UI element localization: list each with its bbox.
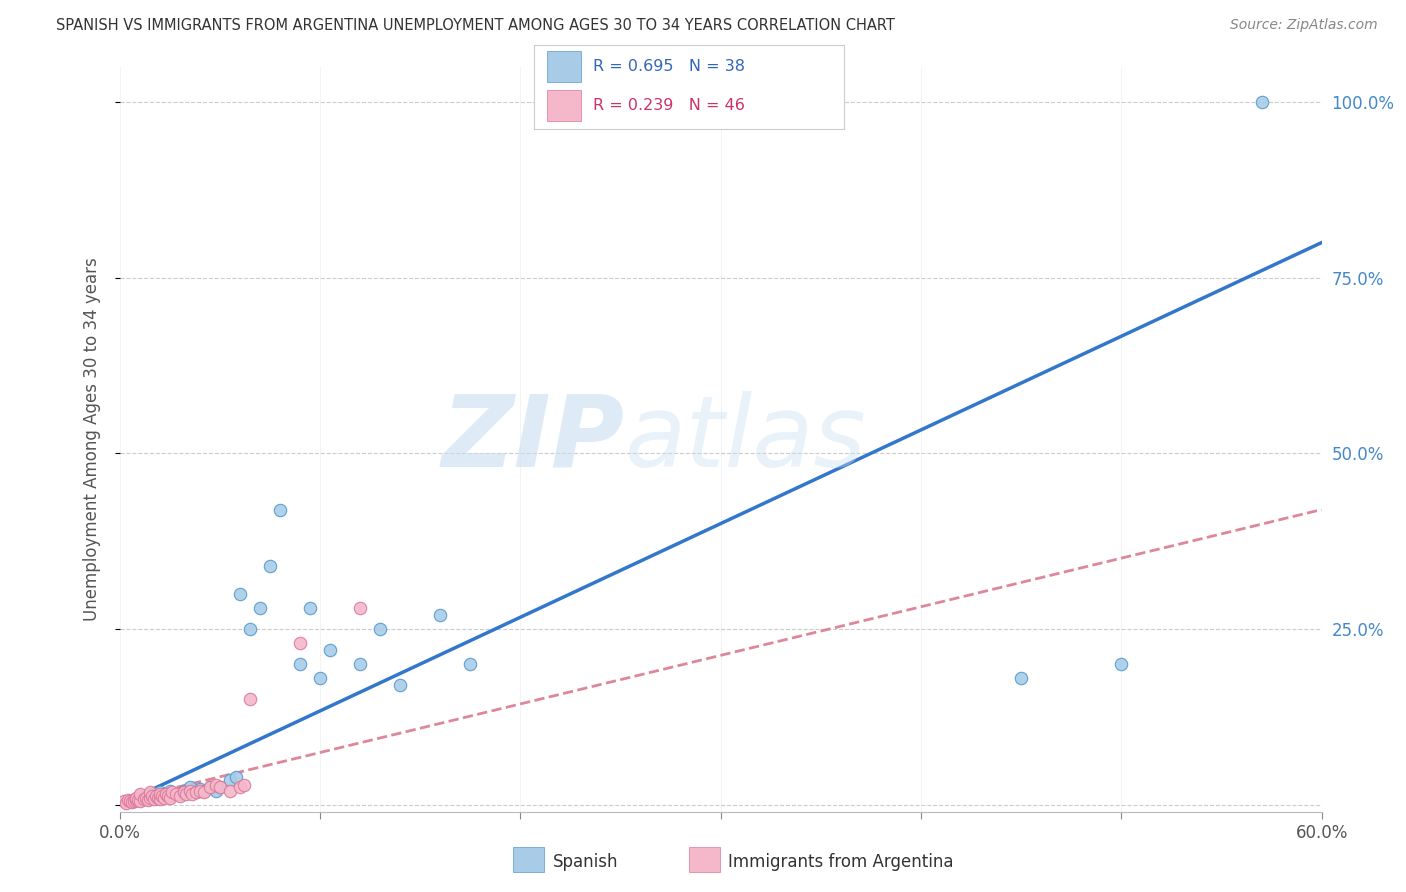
Point — [218, 783, 240, 797]
Point — [124, 793, 146, 807]
FancyBboxPatch shape — [547, 90, 581, 120]
Point — [174, 787, 197, 801]
Text: R = 0.695   N = 38: R = 0.695 N = 38 — [593, 59, 745, 74]
Point — [173, 785, 195, 799]
Point — [204, 783, 226, 797]
Point — [138, 790, 160, 805]
Point — [184, 785, 207, 799]
Point — [149, 792, 172, 806]
Point — [142, 792, 165, 806]
Text: ZIP: ZIP — [441, 391, 624, 488]
Text: SPANISH VS IMMIGRANTS FROM ARGENTINA UNEMPLOYMENT AMONG AGES 30 TO 34 YEARS CORR: SPANISH VS IMMIGRANTS FROM ARGENTINA UNE… — [56, 18, 896, 33]
Point — [239, 692, 262, 706]
Point — [288, 636, 311, 650]
Point — [114, 796, 136, 810]
Point — [141, 789, 163, 804]
Point — [225, 770, 247, 784]
Point — [150, 789, 173, 804]
Point — [122, 794, 145, 808]
Point — [319, 643, 342, 657]
Point — [124, 792, 146, 806]
Point — [179, 783, 201, 797]
Point — [159, 790, 181, 805]
Point — [184, 785, 207, 799]
Point — [152, 790, 174, 805]
Point — [193, 785, 215, 799]
Point — [388, 678, 412, 692]
Point — [118, 794, 141, 808]
Point — [169, 787, 191, 801]
Point — [239, 622, 262, 636]
Point — [349, 657, 371, 672]
Point — [128, 789, 150, 804]
Point — [232, 778, 254, 792]
Point — [127, 793, 149, 807]
Point — [117, 793, 139, 807]
Text: Spanish: Spanish — [553, 853, 619, 871]
Point — [146, 790, 169, 805]
Point — [149, 785, 172, 799]
Point — [429, 607, 451, 622]
Point — [149, 787, 172, 801]
Point — [368, 622, 391, 636]
Point — [124, 790, 146, 805]
Point — [188, 783, 211, 797]
Point — [204, 778, 226, 792]
Point — [309, 671, 332, 685]
Point — [269, 502, 291, 516]
Point — [188, 782, 211, 797]
FancyBboxPatch shape — [547, 52, 581, 82]
Point — [128, 794, 150, 808]
Point — [173, 783, 195, 797]
Point — [169, 789, 191, 804]
Text: Source: ZipAtlas.com: Source: ZipAtlas.com — [1230, 18, 1378, 32]
Point — [198, 780, 221, 794]
Point — [259, 558, 281, 573]
Point — [288, 657, 311, 672]
Point — [298, 601, 321, 615]
Point — [132, 792, 155, 806]
Point — [1250, 95, 1272, 109]
Point — [1010, 671, 1032, 685]
Text: atlas: atlas — [624, 391, 866, 488]
Point — [112, 794, 135, 808]
Point — [156, 789, 179, 804]
Point — [152, 787, 174, 801]
Text: Immigrants from Argentina: Immigrants from Argentina — [728, 853, 953, 871]
Point — [138, 785, 160, 799]
Point — [145, 790, 167, 805]
Point — [228, 780, 252, 794]
Y-axis label: Unemployment Among Ages 30 to 34 years: Unemployment Among Ages 30 to 34 years — [83, 258, 101, 621]
Point — [132, 790, 155, 805]
Point — [145, 789, 167, 804]
Point — [160, 785, 183, 799]
Point — [180, 787, 202, 801]
Point — [136, 793, 159, 807]
Point — [458, 657, 481, 672]
Point — [179, 780, 201, 794]
Point — [208, 780, 231, 794]
Point — [135, 790, 157, 805]
Point — [193, 783, 215, 797]
Point — [349, 601, 371, 615]
Point — [208, 780, 231, 794]
Point — [1111, 657, 1133, 672]
Point — [118, 794, 141, 808]
Point — [165, 787, 187, 801]
Point — [121, 795, 143, 809]
Point — [218, 773, 240, 788]
Point — [159, 789, 181, 804]
Point — [128, 787, 150, 801]
Point — [198, 780, 221, 794]
Point — [155, 787, 177, 801]
Point — [138, 787, 160, 801]
Text: R = 0.239   N = 46: R = 0.239 N = 46 — [593, 98, 745, 113]
Point — [249, 601, 271, 615]
Point — [159, 783, 181, 797]
Point — [228, 587, 252, 601]
